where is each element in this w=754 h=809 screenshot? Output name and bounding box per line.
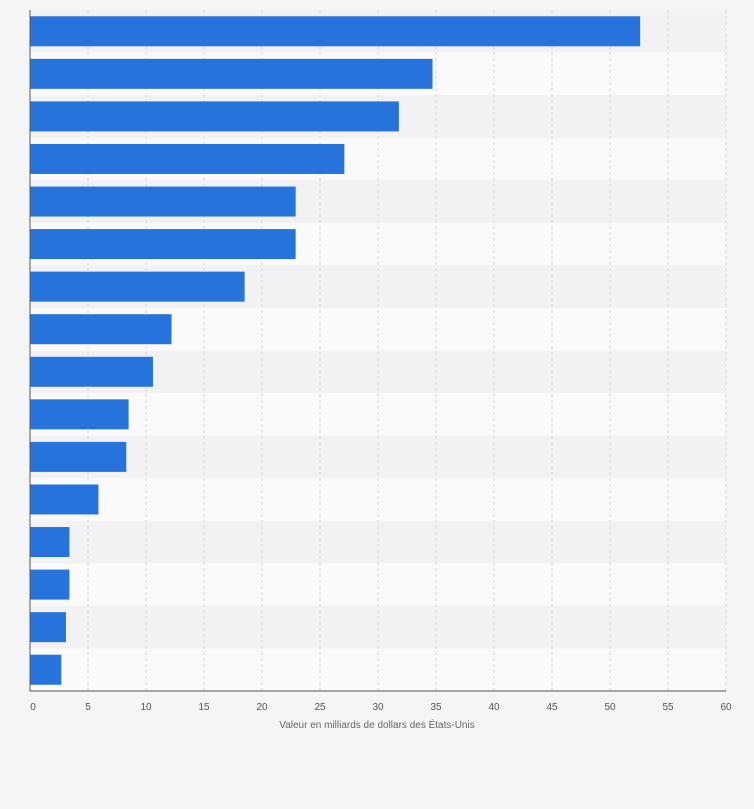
bar[interactable] [30, 654, 62, 685]
x-tick-label: 15 [198, 702, 210, 713]
x-tick-label: 30 [372, 702, 384, 713]
bar[interactable] [30, 612, 66, 643]
bar[interactable] [30, 101, 399, 132]
x-tick-label: 50 [604, 702, 616, 713]
bar[interactable] [30, 229, 296, 260]
x-tick-labels: 0 5 10 15 20 25 30 35 40 45 50 55 60 [30, 702, 732, 713]
axes [29, 10, 726, 692]
x-tick-label: 60 [720, 702, 732, 713]
x-tick-label: 45 [546, 702, 558, 713]
x-tick-label: 35 [430, 702, 442, 713]
bar[interactable] [30, 356, 153, 387]
bar[interactable] [30, 441, 127, 472]
bar[interactable] [30, 143, 345, 174]
bar[interactable] [30, 271, 245, 302]
x-tick-label: 10 [140, 702, 152, 713]
bar[interactable] [30, 399, 129, 430]
x-tick-label: 5 [85, 702, 91, 713]
x-tick-label: 20 [256, 702, 268, 713]
bar[interactable] [30, 484, 99, 515]
bar[interactable] [30, 58, 433, 89]
bar[interactable] [30, 314, 172, 345]
x-tick-label: 55 [662, 702, 674, 713]
bar[interactable] [30, 186, 296, 217]
bar[interactable] [30, 569, 70, 600]
bars [30, 16, 641, 685]
x-tick-label: 40 [488, 702, 500, 713]
bar[interactable] [30, 16, 641, 47]
x-axis-title: Valeur en milliards de dollars des États… [279, 718, 474, 731]
x-tick-label: 25 [314, 702, 326, 713]
bar[interactable] [30, 527, 70, 558]
x-tick-label: 0 [30, 702, 36, 713]
